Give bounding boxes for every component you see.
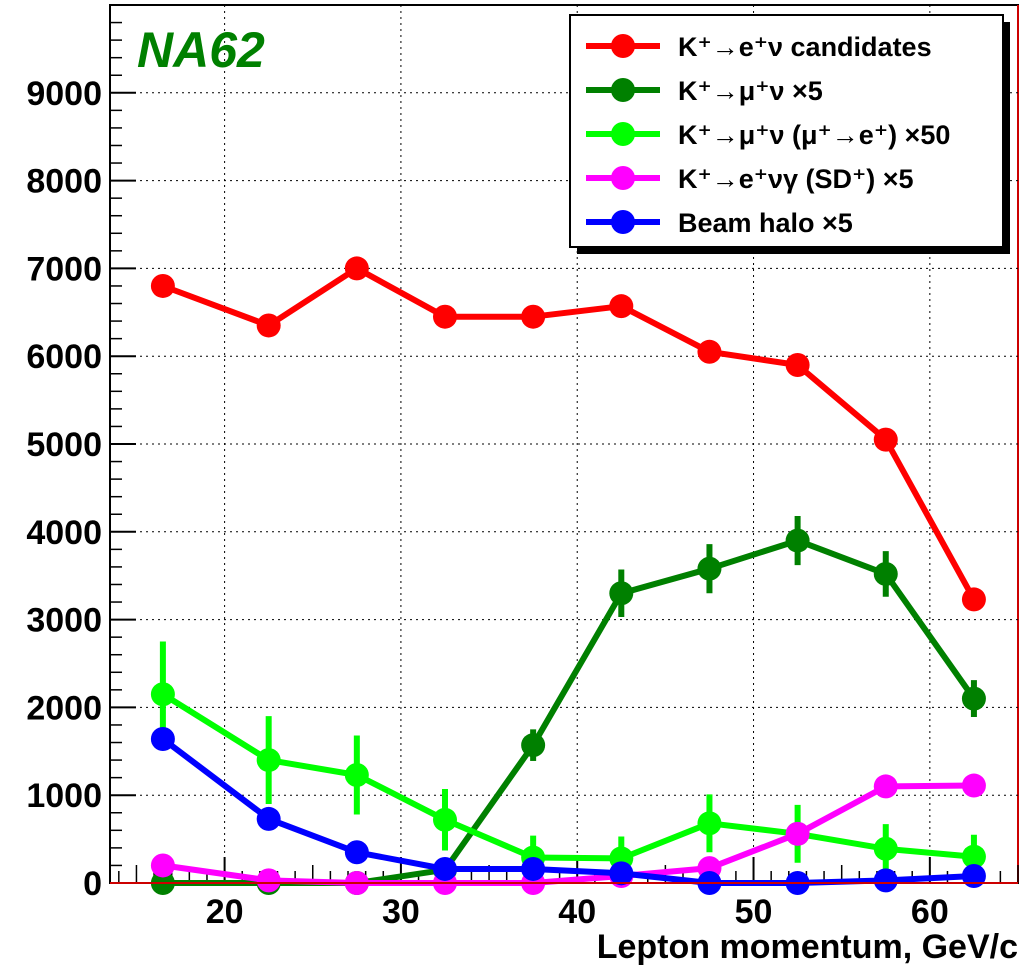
data-point	[609, 581, 634, 606]
data-point	[344, 840, 369, 865]
data-point	[609, 861, 634, 886]
data-point	[432, 856, 457, 881]
data-point	[150, 727, 175, 752]
legend-entry-label: K⁺→e⁺νγ (SD⁺) ×5	[678, 164, 914, 194]
y-tick-labels: 0 1000 2000 3000 4000 5000 6000 7000 8000 9000	[26, 75, 102, 903]
legend-entry-label: Beam halo ×5	[678, 208, 853, 238]
series-line	[161, 265, 977, 601]
data-point	[432, 807, 457, 832]
y-tick-label: 7000	[26, 250, 102, 288]
x-axis-label: Lepton momentum, GeV/c	[597, 928, 1018, 966]
legend-swatch-marker	[611, 210, 635, 234]
x-tick-label: 40	[558, 893, 596, 931]
data-point	[961, 686, 986, 711]
y-tick-label: 8000	[26, 163, 102, 201]
data-point	[785, 528, 810, 553]
legend-entry-label: K⁺→μ⁺ν (μ⁺→e⁺) ×50	[678, 120, 950, 150]
data-point	[150, 853, 175, 878]
x-tick-labels: 20 30 40 50 60	[206, 893, 949, 931]
data-point	[961, 773, 986, 798]
data-point	[697, 339, 722, 364]
y-tick-label: 0	[83, 865, 102, 903]
data-point	[344, 763, 369, 788]
legend-swatch-marker	[611, 34, 635, 58]
series-line	[162, 782, 974, 886]
data-point	[150, 682, 175, 707]
legend-swatch-marker	[611, 78, 635, 102]
experiment-label: NA62	[137, 22, 265, 78]
data-point	[521, 733, 546, 758]
data-point	[873, 427, 898, 452]
data-point	[150, 273, 175, 298]
data-point	[609, 294, 634, 319]
data-point	[256, 806, 281, 831]
y-tick-label: 2000	[26, 689, 102, 727]
y-tick-label: 1000	[26, 777, 102, 815]
data-point	[873, 774, 898, 799]
data-point	[521, 856, 546, 881]
data-point	[873, 868, 898, 893]
data-point	[256, 748, 281, 773]
data-point	[697, 556, 722, 581]
data-point	[873, 561, 898, 586]
y-tick-label: 5000	[26, 426, 102, 464]
x-tick-label: 20	[206, 893, 244, 931]
y-tick-label: 6000	[26, 338, 102, 376]
legend-swatch-marker	[611, 122, 635, 146]
data-point	[256, 313, 281, 338]
legend-swatch-marker	[611, 166, 635, 190]
legend-entry-label: K⁺→e⁺ν candidates	[678, 32, 932, 62]
data-point	[432, 304, 457, 329]
data-point	[256, 868, 281, 893]
legend-entry-label: K⁺→μ⁺ν ×5	[678, 76, 823, 106]
series-0	[150, 256, 986, 612]
y-tick-label: 3000	[26, 602, 102, 640]
series-3	[150, 773, 986, 895]
y-tick-label: 4000	[26, 514, 102, 552]
data-point	[961, 844, 986, 869]
data-point	[961, 587, 986, 612]
data-point	[785, 352, 810, 377]
x-tick-label: 60	[911, 893, 949, 931]
legend: K⁺→e⁺ν candidates K⁺→μ⁺ν ×5 K⁺→μ⁺ν (μ⁺→e⁺)…	[569, 14, 1010, 254]
data-point	[521, 304, 546, 329]
x-tick-label: 30	[382, 893, 420, 931]
y-tick-label: 9000	[26, 75, 102, 113]
series-line	[161, 691, 975, 862]
x-tick-label: 50	[735, 893, 773, 931]
data-point	[785, 821, 810, 846]
series-line	[161, 736, 975, 886]
series-4	[150, 727, 986, 895]
data-point	[961, 863, 986, 888]
data-point	[873, 836, 898, 861]
series-layer	[150, 256, 986, 895]
data-point	[344, 256, 369, 281]
data-point	[697, 811, 722, 836]
